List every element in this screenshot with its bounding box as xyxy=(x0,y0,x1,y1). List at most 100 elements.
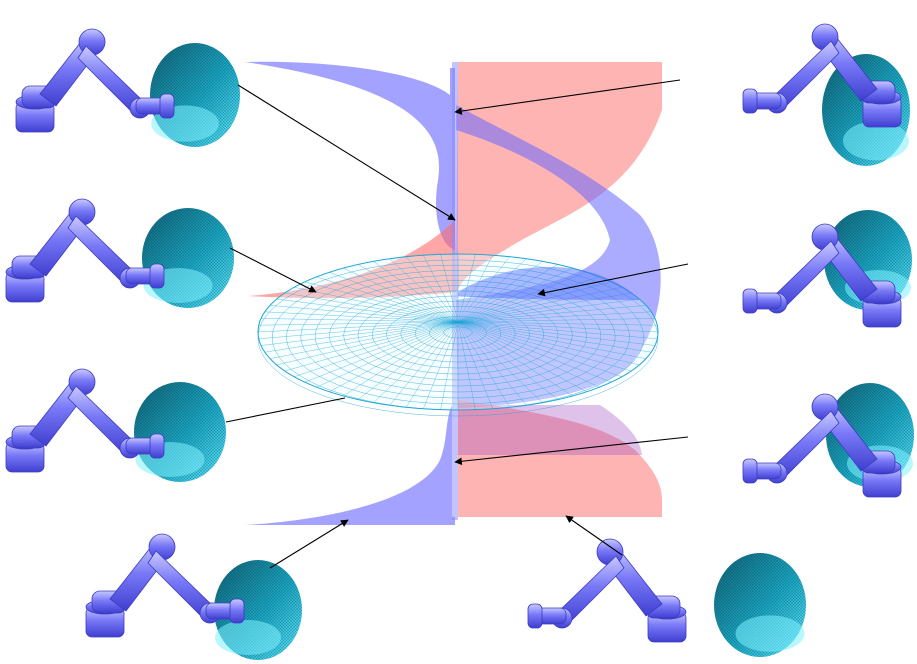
disk-spoke xyxy=(343,321,459,397)
disk-spoke xyxy=(261,321,459,346)
disk-spoke xyxy=(316,321,459,388)
robot-upper-mid-right xyxy=(742,210,912,328)
disk-spoke xyxy=(457,321,646,359)
arrow-top-right xyxy=(454,79,681,115)
arrow-lower-mid-left xyxy=(225,397,346,423)
robot-arm xyxy=(15,28,175,133)
workspace-disk-mesh xyxy=(257,253,659,417)
disk-spoke xyxy=(304,321,459,383)
workspace-dome xyxy=(150,43,240,147)
disk-spoke xyxy=(457,272,587,323)
robot-arm xyxy=(85,533,245,638)
disk-spoke xyxy=(373,261,459,323)
disk-spoke xyxy=(457,321,527,406)
disk-spoke xyxy=(457,305,646,323)
robot-arm xyxy=(527,538,687,643)
disk-spoke xyxy=(343,267,459,323)
disk-spoke xyxy=(258,321,459,340)
disk-spoke xyxy=(270,321,459,359)
arrow-upper-mid-left xyxy=(229,247,317,293)
disk-spoke xyxy=(457,321,587,392)
disk-spoke xyxy=(457,321,493,409)
disk-spoke xyxy=(284,321,459,372)
robot-lower-mid-right xyxy=(742,383,914,498)
disk-spoke xyxy=(457,256,510,323)
red-wedge xyxy=(248,220,456,299)
disk-spoke xyxy=(406,321,459,408)
arrow-upper-mid-right xyxy=(537,263,689,297)
disk-spoke xyxy=(457,321,659,333)
disk-spoke xyxy=(423,321,459,409)
disk-spoke xyxy=(457,264,559,323)
disk-spoke xyxy=(284,292,459,323)
workspace-dome xyxy=(214,560,302,660)
disk-spoke xyxy=(270,305,459,323)
disk-spoke xyxy=(457,321,632,372)
arrow-lower-mid-right xyxy=(454,436,689,466)
disk-spoke xyxy=(457,255,493,323)
robot-upper-mid-left xyxy=(5,198,234,308)
disk-spoke xyxy=(457,311,652,323)
disk-spoke xyxy=(440,321,459,410)
disk-spoke xyxy=(294,287,459,323)
disk-spoke xyxy=(389,258,459,323)
disk-spoke xyxy=(457,267,573,323)
disk-blue-overlay xyxy=(458,266,640,300)
disk-spoke xyxy=(457,321,658,326)
robot-poses xyxy=(5,23,914,660)
disk-spoke xyxy=(457,321,658,340)
disk-spoke xyxy=(440,254,459,323)
arrow-bottom-right xyxy=(565,515,623,556)
robot-top-right xyxy=(742,23,910,166)
blue-sheet-bottom xyxy=(245,405,455,525)
disk-spoke xyxy=(457,281,612,323)
disk-spoke xyxy=(373,321,459,403)
workspace-dome xyxy=(714,553,806,657)
red-sheet-bottom xyxy=(458,400,662,517)
disk-spoke xyxy=(316,276,459,323)
disk-spoke xyxy=(457,261,543,323)
disk-spoke xyxy=(276,298,459,323)
disk-spoke xyxy=(457,254,476,323)
disk-spoke xyxy=(264,311,459,323)
disk-spoke xyxy=(261,318,459,323)
blue-sheet-top xyxy=(245,61,455,250)
disk-spoke xyxy=(357,264,459,323)
arrow-top-left xyxy=(237,84,456,221)
disk-spoke xyxy=(423,255,459,323)
disk-spoke xyxy=(457,321,476,410)
workspace-dome xyxy=(142,208,234,308)
disk-spoke xyxy=(264,321,459,353)
pointer-arrows xyxy=(225,79,689,569)
disk-spoke xyxy=(457,276,600,323)
disk-spoke xyxy=(457,321,510,408)
arrow-bottom-left xyxy=(269,519,349,569)
disk-spoke xyxy=(457,321,655,346)
purple-band-bottom xyxy=(458,405,642,455)
workspace-dome xyxy=(134,382,226,482)
disk-spoke xyxy=(357,321,459,400)
disk-spoke xyxy=(457,321,612,383)
disk-spoke xyxy=(258,321,459,326)
disk-spoke xyxy=(457,321,559,400)
disk-spoke xyxy=(329,321,459,392)
blue-sheet-mid xyxy=(456,105,661,408)
disk-spoke xyxy=(457,321,600,388)
robot-top-left xyxy=(15,28,240,147)
disk-spoke xyxy=(406,256,459,323)
disk-spoke xyxy=(257,321,459,333)
robot-bottom-left xyxy=(85,533,302,660)
disk-spoke xyxy=(457,321,640,366)
disk-spoke xyxy=(457,292,632,323)
disk-spoke xyxy=(389,321,459,406)
disk-spoke xyxy=(457,321,543,403)
disk-spoke xyxy=(457,258,527,323)
disk-spoke xyxy=(457,321,622,377)
robot-arm xyxy=(5,368,165,473)
disk-spoke xyxy=(457,321,652,353)
robot-bottom-right xyxy=(527,538,806,657)
disk-spoke xyxy=(276,321,459,366)
robot-arm xyxy=(742,23,902,128)
robot-arm xyxy=(5,198,165,303)
